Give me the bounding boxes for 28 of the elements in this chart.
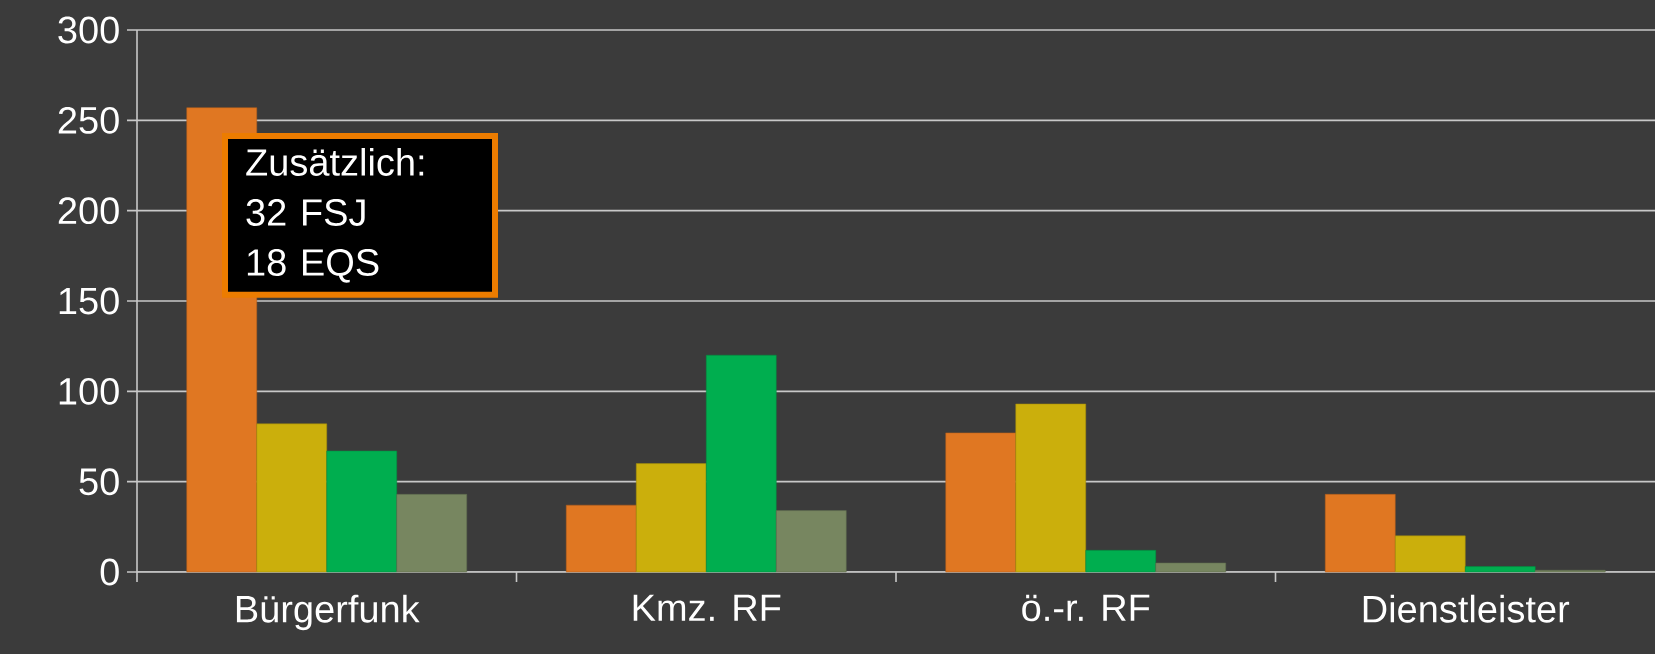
bar [945, 432, 1017, 573]
bar [1015, 403, 1087, 573]
y-tick-label: 100 [59, 377, 119, 405]
bar [705, 354, 777, 573]
y-tick-label: 250 [58, 106, 119, 134]
bar [565, 504, 637, 573]
x-tick-label: Kmz. RF [633, 594, 781, 621]
bar [1155, 562, 1227, 573]
bar [635, 463, 707, 573]
bar [326, 450, 398, 573]
x-tick-label: Dienstleister [1363, 594, 1570, 623]
y-tick-label: 50 [79, 468, 119, 496]
bar [1464, 566, 1536, 573]
bar [396, 494, 468, 573]
x-tick-label: Bürgerfunk [236, 594, 420, 631]
y-tick-label: 300 [58, 16, 119, 44]
y-tick-label: 150 [59, 287, 119, 315]
bar [1394, 535, 1466, 573]
annotation: 18 EQS [247, 248, 379, 283]
x-tick-label: ö.-r. RF [1022, 594, 1150, 622]
y-tick-label: 200 [58, 197, 119, 225]
y-tick-label: 0 [100, 558, 119, 586]
bar [1324, 494, 1396, 573]
bar [1085, 550, 1157, 573]
bar [256, 423, 328, 573]
annotation: 32 FSJ [246, 198, 365, 226]
annotation: Zusätzlich: [246, 147, 424, 176]
bar [775, 510, 847, 573]
